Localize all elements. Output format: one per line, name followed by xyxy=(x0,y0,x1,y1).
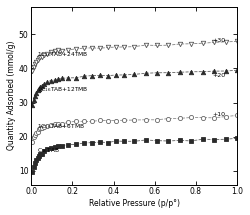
Text: C$_{16}$TAB: C$_{16}$TAB xyxy=(38,146,60,155)
X-axis label: Relative Pressure (p/p°): Relative Pressure (p/p°) xyxy=(89,199,180,208)
Text: 1C$_{16}$TAB+12TMB: 1C$_{16}$TAB+12TMB xyxy=(38,85,89,94)
Text: +30: +30 xyxy=(212,38,226,43)
Y-axis label: Quantity Adsorbed (mmol/g): Quantity Adsorbed (mmol/g) xyxy=(7,41,16,150)
Text: 1C$_{16}$TAB+6TMB: 1C$_{16}$TAB+6TMB xyxy=(38,122,85,131)
Text: 1C$_{16}$TAB+24TMB: 1C$_{16}$TAB+24TMB xyxy=(38,50,89,59)
Text: +20: +20 xyxy=(212,73,226,78)
Text: +10: +10 xyxy=(212,112,225,117)
